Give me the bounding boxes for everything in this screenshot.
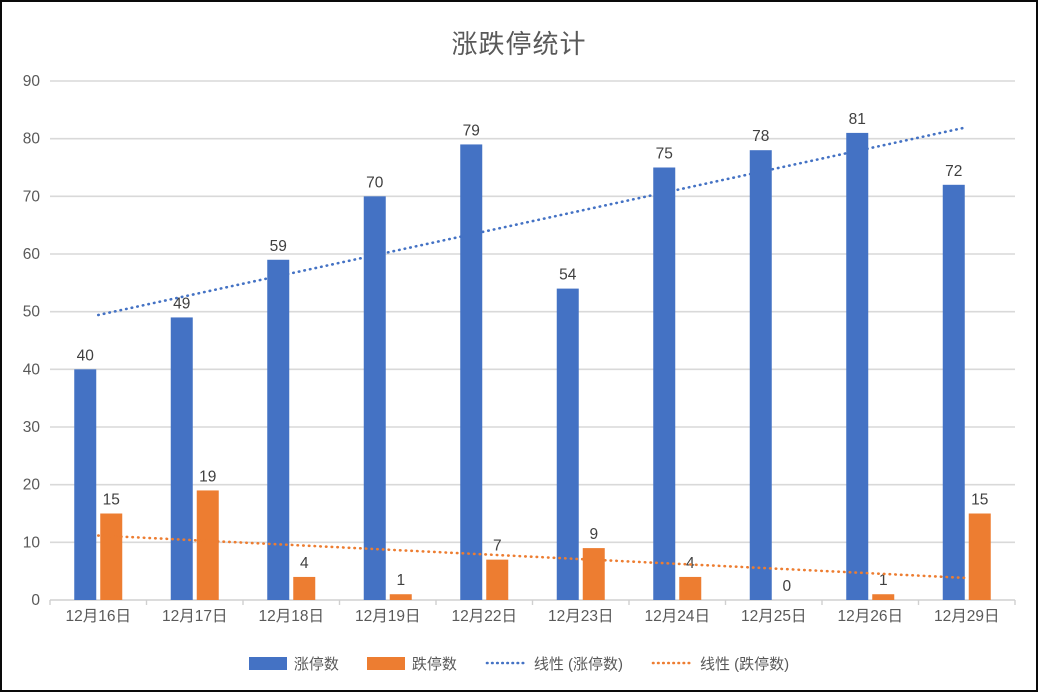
x-axis-category-label: 12月29日 bbox=[934, 608, 999, 625]
limit-up-bar[interactable] bbox=[460, 144, 483, 600]
limit-up-bar[interactable] bbox=[267, 259, 290, 600]
x-axis-category-label: 12月16日 bbox=[66, 608, 131, 625]
limit-up-bar[interactable] bbox=[749, 150, 772, 600]
y-axis-tick-label: 50 bbox=[23, 304, 41, 321]
bar-value-label: 72 bbox=[945, 163, 962, 180]
bar-value-label: 19 bbox=[199, 468, 216, 485]
y-axis-tick-label: 40 bbox=[23, 361, 41, 378]
legend-item-trend-limit-down[interactable]: 线性 (跌停数) bbox=[651, 653, 789, 674]
x-axis-category-label: 12月17日 bbox=[162, 608, 227, 625]
dotted-line-blue-icon bbox=[485, 661, 527, 665]
bar-value-label: 81 bbox=[849, 111, 866, 128]
limit-up-bar[interactable] bbox=[363, 196, 386, 601]
bar-value-label: 49 bbox=[173, 295, 190, 312]
x-axis-category-label: 12月22日 bbox=[452, 608, 517, 625]
x-axis-category-label: 12月26日 bbox=[838, 608, 903, 625]
trendline-limit-down[interactable] bbox=[96, 534, 969, 580]
x-axis-category-label: 12月24日 bbox=[645, 608, 710, 625]
legend-label: 跌停数 bbox=[411, 655, 457, 673]
y-axis-tick-label: 10 bbox=[23, 534, 41, 551]
legend-item-limit-up[interactable]: 涨停数 bbox=[248, 653, 339, 674]
y-axis-tick-label: 80 bbox=[23, 131, 41, 148]
chart-plot-area: 0102030405060708090404959707954757881721… bbox=[23, 73, 1016, 625]
bar-value-label: 15 bbox=[103, 492, 120, 509]
limit-down-bar[interactable] bbox=[100, 513, 123, 601]
y-axis-tick-label: 20 bbox=[23, 477, 41, 494]
legend-item-limit-down[interactable]: 跌停数 bbox=[366, 653, 457, 674]
chart-title: 涨跌停统计 bbox=[451, 29, 587, 59]
bar-value-label: 70 bbox=[366, 174, 384, 191]
bar-value-label: 54 bbox=[559, 267, 577, 284]
limit-up-bar[interactable] bbox=[653, 167, 676, 601]
limit-up-bar[interactable] bbox=[556, 288, 579, 600]
bar-value-label: 0 bbox=[782, 578, 791, 595]
limit-down-bar[interactable] bbox=[679, 576, 702, 600]
bar-value-label: 1 bbox=[879, 572, 888, 589]
x-axis-category-label: 12月19日 bbox=[355, 608, 420, 625]
bar-value-label: 15 bbox=[971, 492, 988, 509]
limit-down-bar[interactable] bbox=[196, 490, 219, 600]
bar-value-label: 59 bbox=[270, 238, 287, 255]
bar-value-label: 9 bbox=[589, 526, 598, 543]
x-axis-category-label: 12月23日 bbox=[548, 608, 613, 625]
legend-label: 线性 (涨停数) bbox=[533, 655, 624, 673]
limit-down-bar[interactable] bbox=[293, 576, 316, 600]
limit-up-bar[interactable] bbox=[74, 369, 97, 600]
limit-down-bar[interactable] bbox=[486, 559, 509, 600]
bar-value-label: 78 bbox=[752, 128, 769, 145]
trendline-limit-up[interactable] bbox=[96, 125, 969, 317]
y-axis-tick-label: 30 bbox=[23, 419, 41, 436]
bar-value-label: 4 bbox=[300, 555, 309, 572]
chart-legend: 涨停数 跌停数 线性 (涨停数) 线性 (跌停数) bbox=[2, 648, 1036, 678]
limit-down-bar[interactable] bbox=[582, 548, 605, 600]
legend-item-trend-limit-up[interactable]: 线性 (涨停数) bbox=[485, 653, 623, 674]
bar-value-label: 79 bbox=[463, 122, 480, 139]
limit-down-swatch-icon bbox=[366, 656, 405, 670]
y-axis-tick-label: 60 bbox=[23, 246, 41, 263]
y-axis-tick-label: 90 bbox=[23, 73, 41, 90]
limit-down-bar[interactable] bbox=[872, 594, 895, 600]
limit-down-bar[interactable] bbox=[389, 594, 412, 600]
limit-up-swatch-icon bbox=[248, 656, 287, 670]
x-axis-category-label: 12月25日 bbox=[741, 608, 806, 625]
limit-down-bar[interactable] bbox=[968, 513, 991, 601]
legend-label: 线性 (跌停数) bbox=[700, 655, 790, 673]
bar-value-label: 40 bbox=[77, 347, 95, 364]
x-axis-category-label: 12月18日 bbox=[259, 608, 324, 625]
limit-up-bar[interactable] bbox=[170, 317, 193, 600]
dotted-line-orange-icon bbox=[651, 661, 693, 665]
bar-value-label: 7 bbox=[493, 538, 502, 555]
legend-label: 涨停数 bbox=[293, 655, 339, 673]
y-axis-tick-label: 0 bbox=[31, 592, 40, 609]
bar-value-label: 1 bbox=[396, 572, 405, 589]
limit-up-bar[interactable] bbox=[942, 184, 965, 601]
y-axis-tick-label: 70 bbox=[23, 188, 41, 205]
limit-up-bar[interactable] bbox=[846, 132, 869, 600]
bar-value-label: 75 bbox=[656, 146, 673, 163]
